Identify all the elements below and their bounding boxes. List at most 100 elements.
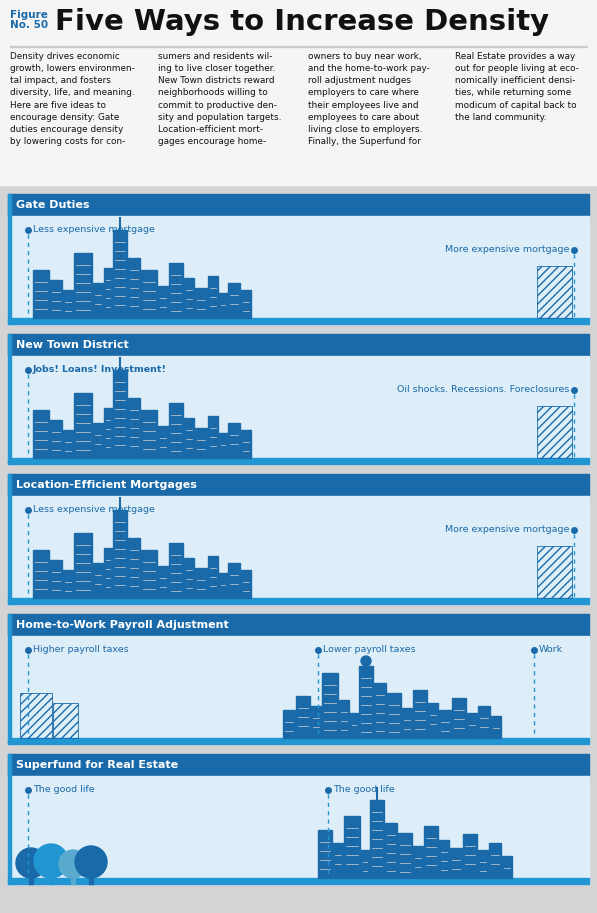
Bar (113, 230, 127, 318)
Bar (478, 706, 490, 738)
Bar (374, 683, 386, 738)
Bar (359, 666, 373, 738)
Text: Gate Duties: Gate Duties (16, 200, 90, 210)
Bar (8, 614, 11, 744)
Bar (8, 614, 589, 636)
Bar (74, 253, 92, 318)
Bar (29, 876, 33, 884)
Bar (0, 0, 597, 185)
Bar (158, 566, 168, 598)
Bar (104, 408, 112, 458)
Circle shape (361, 656, 371, 666)
Bar (50, 280, 62, 318)
Bar (8, 598, 589, 604)
Text: Home-to-Work Payroll Adjustment: Home-to-Work Payroll Adjustment (16, 620, 229, 630)
Bar (424, 826, 438, 878)
Bar (452, 698, 466, 738)
Bar (10, 46, 587, 47)
Text: Real Estate provides a way
out for people living at eco-
nomically inefficient d: Real Estate provides a way out for peopl… (455, 52, 579, 121)
Bar (467, 713, 477, 738)
Bar (74, 393, 92, 458)
Bar (128, 258, 140, 318)
Bar (387, 693, 401, 738)
Bar (537, 266, 572, 318)
Text: The good life: The good life (33, 785, 95, 794)
Bar (439, 840, 449, 878)
Text: Figure: Figure (10, 10, 48, 20)
Bar (450, 848, 462, 878)
Bar (8, 458, 589, 464)
Bar (8, 754, 11, 884)
Bar (63, 290, 73, 318)
Bar (208, 276, 218, 318)
Bar (71, 876, 75, 884)
Bar (50, 560, 62, 598)
Bar (184, 418, 194, 458)
Bar (89, 876, 93, 884)
Bar (169, 403, 183, 458)
Bar (311, 706, 321, 738)
Bar (350, 713, 358, 738)
Bar (228, 423, 240, 458)
Bar (33, 410, 49, 458)
Bar (478, 850, 488, 878)
Text: The good life: The good life (333, 785, 395, 794)
Text: Superfund for Real Estate: Superfund for Real Estate (16, 760, 178, 770)
Bar (370, 800, 384, 878)
Bar (169, 263, 183, 318)
Bar (158, 286, 168, 318)
Bar (344, 816, 360, 878)
Bar (241, 430, 251, 458)
Bar (141, 270, 157, 318)
Bar (49, 876, 53, 884)
Bar (184, 278, 194, 318)
Bar (219, 293, 227, 318)
Bar (8, 318, 589, 324)
Bar (385, 823, 397, 878)
Bar (8, 194, 589, 216)
Bar (8, 776, 589, 884)
Bar (208, 556, 218, 598)
Bar (283, 710, 295, 738)
Bar (104, 548, 112, 598)
Circle shape (59, 850, 87, 878)
Text: Less expensive mortgage: Less expensive mortgage (33, 226, 155, 235)
Circle shape (34, 844, 68, 878)
Bar (241, 290, 251, 318)
Bar (413, 846, 423, 878)
Bar (491, 716, 501, 738)
Bar (169, 543, 183, 598)
Bar (141, 550, 157, 598)
Bar (208, 416, 218, 458)
Bar (158, 426, 168, 458)
Bar (8, 334, 589, 356)
Bar (322, 673, 338, 738)
Bar (228, 283, 240, 318)
Bar (398, 833, 412, 878)
Text: sumers and residents wil-
ing to live closer together.
New Town districts reward: sumers and residents wil- ing to live cl… (158, 52, 281, 146)
Text: More expensive mortgage: More expensive mortgage (445, 526, 569, 534)
Bar (361, 850, 369, 878)
Text: Oil shocks. Recessions. Foreclosures: Oil shocks. Recessions. Foreclosures (396, 385, 569, 394)
Bar (104, 268, 112, 318)
Bar (296, 696, 310, 738)
Bar (113, 370, 127, 458)
Bar (74, 533, 92, 598)
Bar (33, 270, 49, 318)
Bar (413, 690, 427, 738)
Bar (63, 570, 73, 598)
Bar (63, 430, 73, 458)
Text: No. 50: No. 50 (10, 20, 48, 30)
Bar (33, 550, 49, 598)
Bar (141, 410, 157, 458)
Text: Density drives economic
growth, lowers environmen-
tal impact, and fosters
diver: Density drives economic growth, lowers e… (10, 52, 135, 146)
Text: Less expensive mortgage: Less expensive mortgage (33, 506, 155, 515)
Bar (8, 878, 589, 884)
Bar (8, 216, 589, 324)
Bar (8, 474, 589, 496)
Text: Work: Work (539, 645, 563, 655)
Text: Jobs! Loans! Investment!: Jobs! Loans! Investment! (33, 365, 167, 374)
Bar (8, 356, 589, 464)
Bar (20, 693, 52, 738)
Bar (537, 546, 572, 598)
